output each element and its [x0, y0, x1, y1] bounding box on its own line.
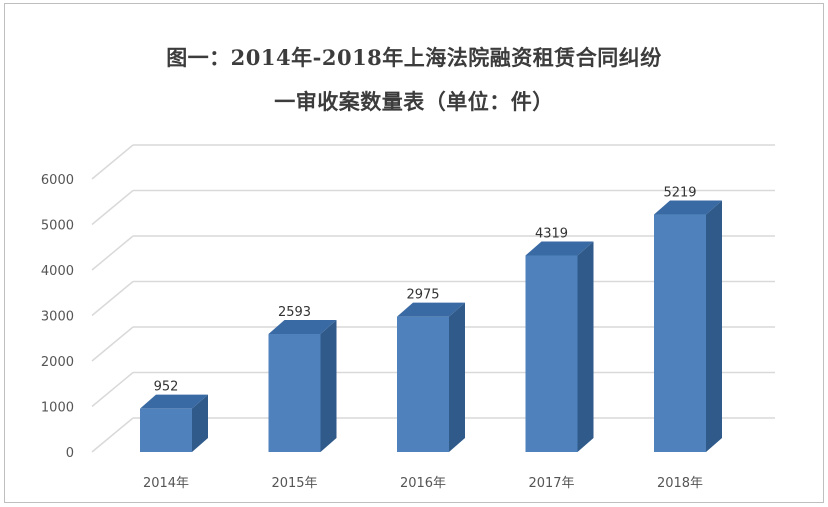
bar-top — [268, 320, 337, 335]
x-tick-label: 2018年 — [657, 476, 703, 491]
bar-top — [525, 241, 594, 256]
gridline-diagonal — [91, 417, 134, 453]
gridline-diagonal — [91, 189, 134, 226]
bar-side — [320, 320, 337, 452]
chart-title-line1: 图一：2014年-2018年上海法院融资租赁合同纠纷 — [166, 45, 662, 70]
x-tick-label: 2016年 — [400, 476, 446, 491]
y-tick-label: 3000 — [41, 310, 74, 325]
x-tick-label: 2014年 — [143, 476, 189, 491]
bar-front — [525, 255, 578, 452]
x-tick-label: 2015年 — [271, 476, 317, 491]
bar-side — [449, 302, 465, 452]
chart-title-line2: 一审收案数量表（单位：件） — [274, 89, 554, 114]
x-tick-label: 2017年 — [528, 476, 574, 491]
gridline-diagonal — [91, 371, 134, 408]
bar-top — [140, 394, 208, 409]
bar — [140, 394, 208, 452]
data-label: 952 — [154, 380, 179, 395]
bar-side — [706, 200, 722, 452]
data-label: 5219 — [663, 186, 696, 201]
y-tick-label: 2000 — [41, 355, 74, 370]
bar — [397, 302, 465, 452]
bar — [525, 241, 594, 452]
bar-side — [577, 241, 594, 452]
bar-front — [140, 408, 192, 452]
y-tick-label: 0 — [66, 446, 74, 461]
y-tick-label: 5000 — [41, 219, 74, 234]
y-tick-label: 6000 — [41, 173, 74, 188]
bar-side — [192, 394, 208, 452]
y-axis-ticks: 0 1000 2000 3000 4000 5000 6000 — [41, 173, 74, 461]
bar — [268, 320, 337, 452]
bar-front — [654, 214, 706, 452]
bars — [140, 200, 722, 452]
x-axis-ticks: 2014年 2015年 2016年 2017年 2018年 — [143, 476, 703, 491]
gridline-diagonal — [91, 280, 134, 317]
y-tick-label: 4000 — [41, 264, 74, 279]
bar-front — [397, 316, 449, 452]
y-tick-label: 1000 — [41, 401, 74, 416]
gridline-diagonal — [91, 235, 134, 271]
bar — [654, 200, 722, 452]
bar-top — [397, 302, 465, 317]
data-labels: 952 2593 2975 4319 5219 — [154, 186, 697, 395]
data-label: 2593 — [278, 305, 311, 320]
bar-top — [654, 200, 722, 215]
gridline-diagonal — [91, 144, 134, 180]
gridline-diagonal — [91, 326, 134, 362]
data-label: 4319 — [535, 226, 568, 241]
bar-front — [268, 334, 321, 452]
data-label: 2975 — [406, 288, 439, 303]
